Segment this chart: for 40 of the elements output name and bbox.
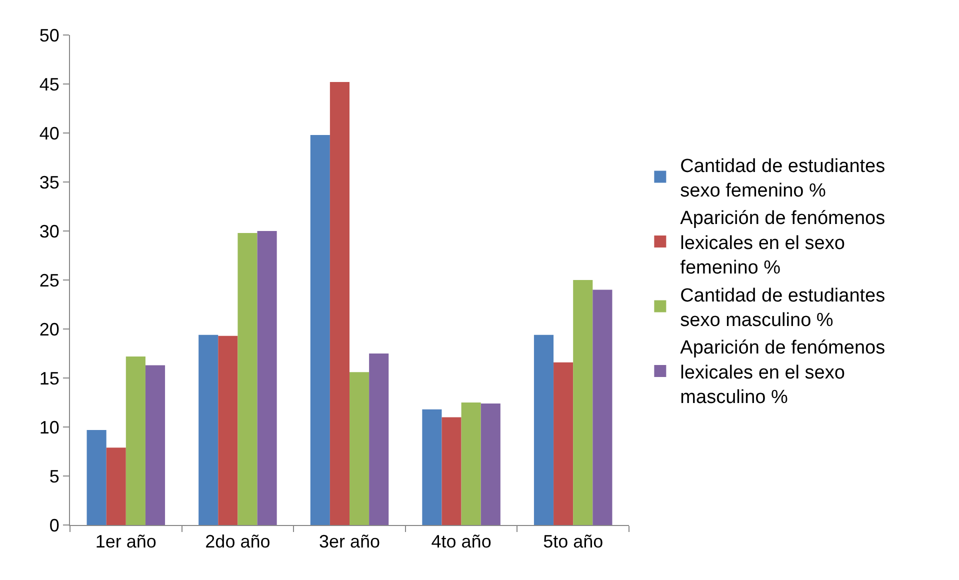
y-tick-label: 35 [39, 172, 60, 192]
x-tick-label: 4to año [431, 532, 492, 552]
y-tick-label: 10 [39, 417, 60, 438]
bar [126, 356, 146, 525]
y-tick-label: 15 [39, 368, 60, 388]
y-tick-label: 30 [39, 221, 60, 242]
bar [422, 409, 442, 525]
bar [573, 280, 593, 525]
y-tick-label: 5 [49, 466, 60, 486]
bar [554, 362, 574, 525]
y-tick-label: 40 [39, 123, 60, 144]
legend-label: Cantidad de estudiantes sexo masculino % [680, 285, 886, 331]
bar [461, 402, 481, 525]
x-tick-label: 3er año [318, 532, 380, 552]
x-tick-label: 2do año [205, 532, 270, 552]
y-tick-label: 25 [39, 270, 60, 290]
bar [198, 334, 218, 525]
bar [369, 354, 389, 525]
bar [592, 290, 612, 525]
bar [534, 334, 554, 525]
legend-label: Cantidad de estudiantes sexo femenino % [680, 156, 886, 202]
bar [350, 372, 370, 525]
bar [106, 448, 126, 525]
bar [145, 365, 166, 525]
legend-label: Aparición de fenómenos lexicales en el sexo masculino % [680, 338, 886, 408]
legend-label: Aparición de fenómenos lexicales en el sexo femenino % [680, 208, 886, 279]
y-tick-label: 50 [39, 25, 60, 46]
x-tick-label: 1er año [95, 532, 156, 552]
x-tick-label: 5to año [543, 532, 604, 552]
bar [218, 336, 238, 525]
bar [330, 82, 350, 525]
bar [238, 232, 258, 525]
bar [257, 231, 277, 525]
bar [480, 403, 500, 525]
y-tick-label: 45 [39, 74, 60, 94]
bar [86, 430, 106, 525]
y-tick-label: 20 [39, 319, 60, 340]
bar [310, 134, 330, 525]
y-tick-label: 0 [49, 515, 60, 536]
bar [442, 417, 462, 525]
